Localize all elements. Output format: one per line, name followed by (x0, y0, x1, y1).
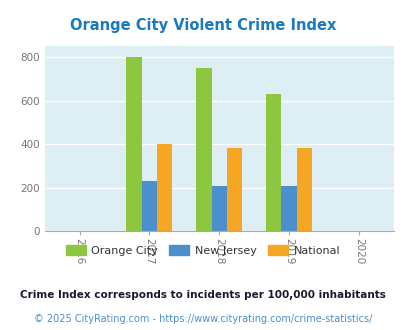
Bar (196, 68, 211, 231)
Bar (141, 182, 157, 231)
Legend: Orange City, New Jersey, National: Orange City, New Jersey, National (61, 240, 344, 260)
Text: Crime Index corresponds to incidents per 100,000 inhabitants: Crime Index corresponds to incidents per… (20, 290, 385, 300)
Bar (211, 186, 226, 231)
Bar (226, 148, 242, 231)
Bar (281, 186, 296, 231)
Bar (296, 148, 311, 231)
Text: Orange City Violent Crime Index: Orange City Violent Crime Index (70, 18, 335, 33)
Text: © 2025 CityRating.com - https://www.cityrating.com/crime-statistics/: © 2025 CityRating.com - https://www.city… (34, 314, 371, 324)
Bar (126, 57, 141, 231)
Bar (265, 94, 281, 231)
Bar (157, 144, 172, 231)
